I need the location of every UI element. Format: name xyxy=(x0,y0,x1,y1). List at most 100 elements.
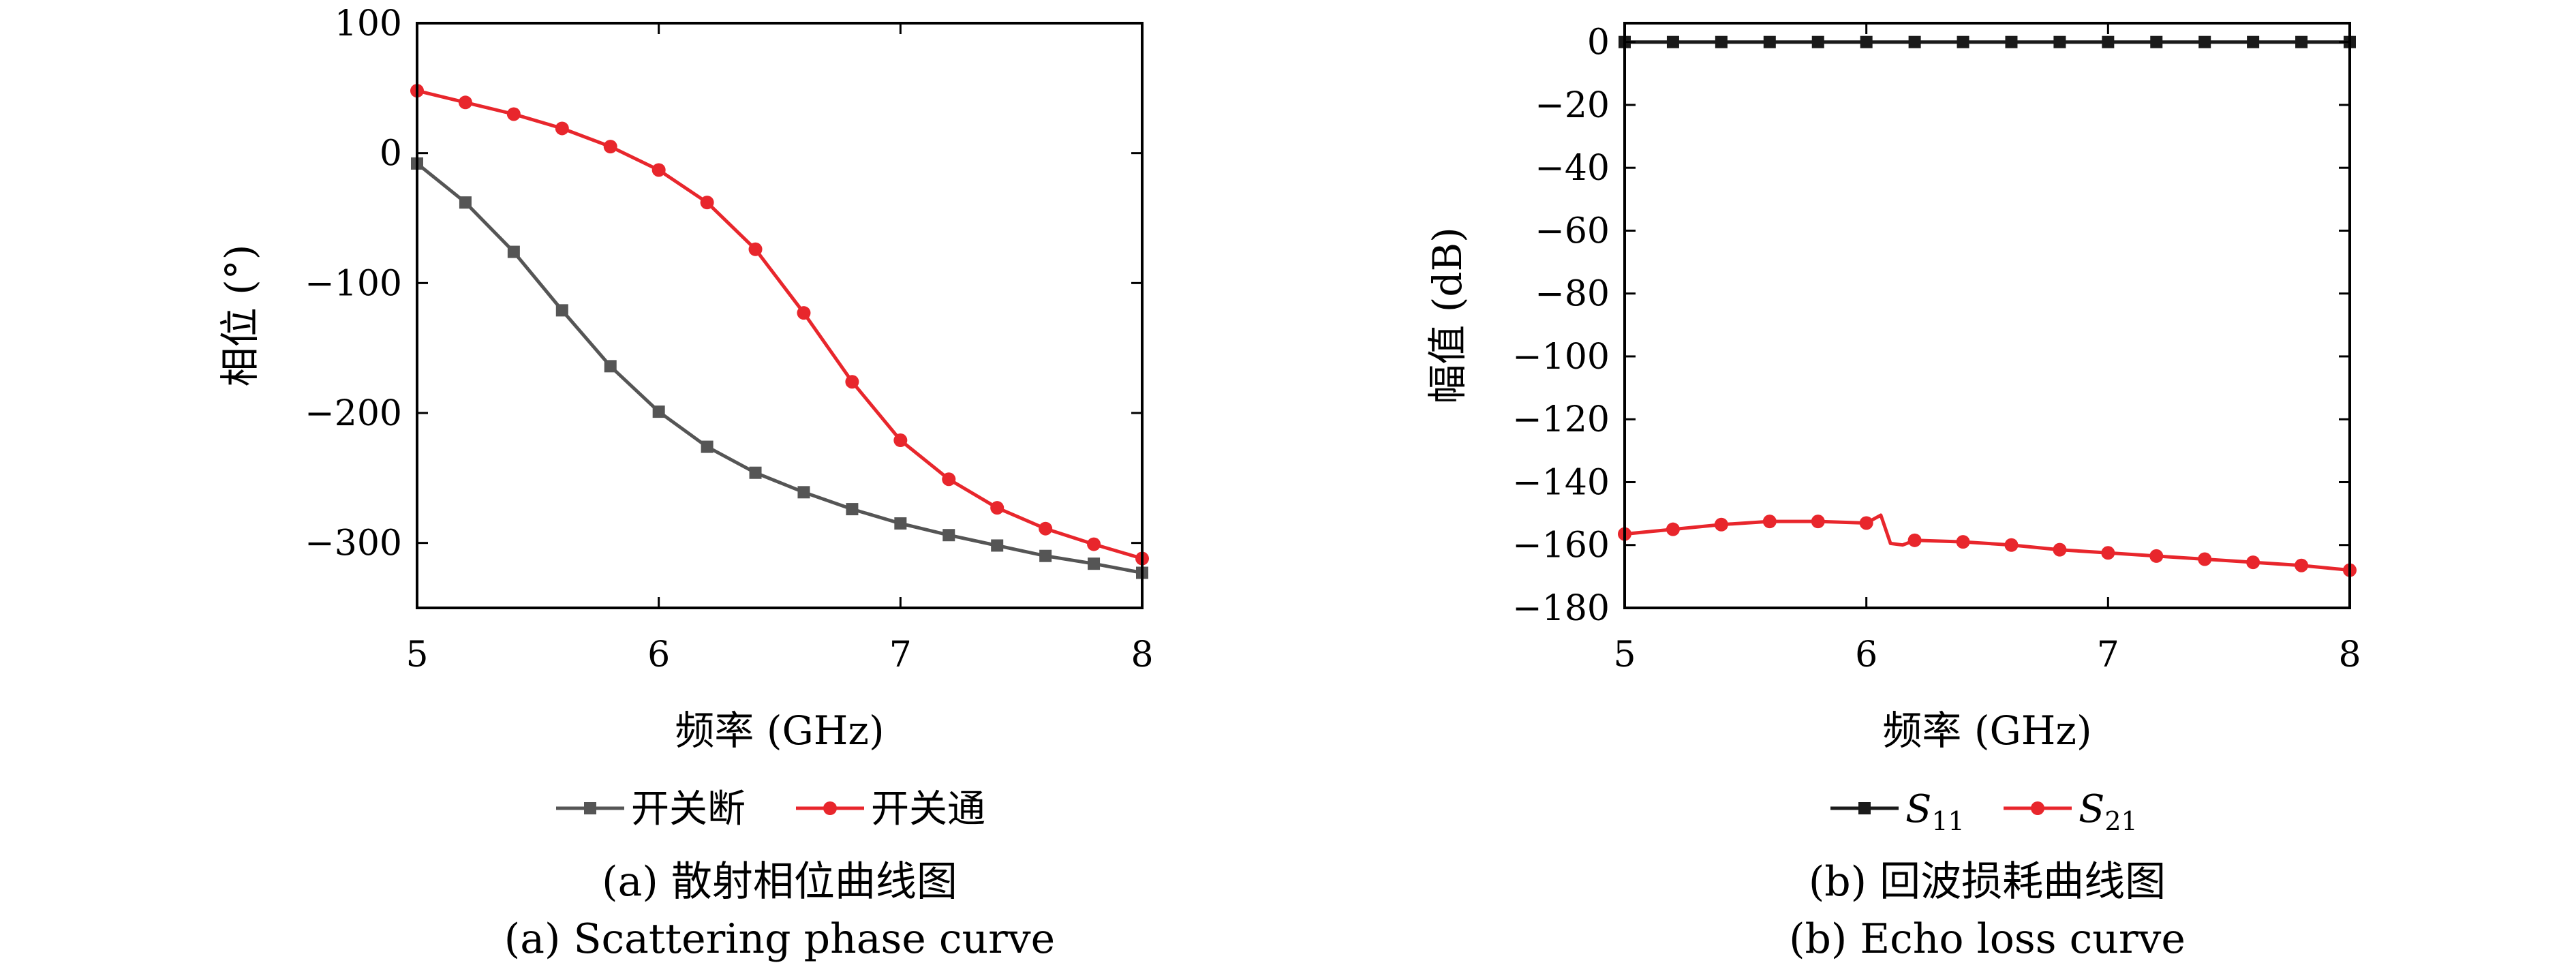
b-y-tick-label: 0 xyxy=(1587,22,1610,63)
b-legend-marker-1 xyxy=(2031,801,2044,815)
a-legend-marker-1 xyxy=(823,801,837,815)
a-x-tick-label: 8 xyxy=(1131,634,1153,675)
b-series-0-point xyxy=(1811,35,1824,48)
panel-a-legend: 开关断 开关通 xyxy=(556,787,985,831)
a-series-0-point xyxy=(797,486,810,499)
a-series-1-point xyxy=(651,163,666,177)
b-legend-label-0: S11 xyxy=(1905,787,1965,836)
b-series-0-point xyxy=(1908,35,1921,48)
a-series-0-point xyxy=(942,529,955,542)
b-series-1-point xyxy=(1762,515,1777,529)
b-series-1-point xyxy=(1811,515,1825,529)
b-series-0-point xyxy=(2053,35,2066,48)
b-series-1-point xyxy=(2149,549,2164,563)
a-series-0-point xyxy=(459,196,472,209)
b-y-tick-label: −20 xyxy=(1535,85,1610,126)
b-series-1-point xyxy=(2198,552,2212,566)
b-series-1-point xyxy=(1714,517,1728,532)
b-series-1-point xyxy=(2004,538,2019,552)
a-series-1-point xyxy=(845,375,859,389)
b-series-0-point xyxy=(1860,35,1873,48)
b-series-0-point xyxy=(2102,35,2115,48)
a-legend-marker-0 xyxy=(584,802,596,814)
a-x-tick-label: 6 xyxy=(647,634,670,675)
a-legend-label-0: 开关断 xyxy=(631,787,746,831)
a-series-1-point xyxy=(700,196,714,210)
panel-b-caption-chinese: (b) 回波损耗曲线图 xyxy=(1809,858,2166,906)
panel-a-caption-chinese: (a) 散射相位曲线图 xyxy=(602,858,957,906)
a-series-0-point xyxy=(991,539,1004,552)
a-series-1-point xyxy=(748,242,763,256)
a-y-tick-label: −300 xyxy=(305,523,402,564)
a-series-1-point xyxy=(893,433,908,448)
panel-a-phase-chart: 5 6 7 8 100 0 −100 −200 −300 频率 (GHz) 相位 (°) 开关断… xyxy=(217,3,1154,963)
b-y-tick-label: −120 xyxy=(1512,399,1610,440)
b-series-1-point xyxy=(1956,535,1970,549)
a-legend-label-1: 开关通 xyxy=(871,787,985,831)
b-series-0-point xyxy=(2150,35,2163,48)
a-series-1-point xyxy=(942,472,956,487)
b-y-tick-label: −40 xyxy=(1535,148,1610,189)
panel-b-legend: S11 S21 xyxy=(1830,787,2138,836)
b-series-line-1 xyxy=(1624,513,2350,572)
b-x-tick-label: 8 xyxy=(2338,634,2361,675)
a-x-tick-label: 5 xyxy=(405,634,428,675)
b-series-0-point xyxy=(2005,35,2018,48)
b-y-tick-label: −100 xyxy=(1512,337,1610,378)
panel-b-x-axis-label: 频率 (GHz) xyxy=(1882,707,2091,754)
panel-a-plot-frame xyxy=(416,22,1144,609)
b-series-0-point xyxy=(2198,35,2211,48)
b-series-1-point xyxy=(2053,542,2067,557)
a-series-1-point xyxy=(797,306,811,320)
a-y-tick-label: −100 xyxy=(305,263,402,304)
b-series-1-point xyxy=(1859,516,1873,530)
panel-a-y-axis-label: 相位 (°) xyxy=(217,245,263,387)
a-series-0-point xyxy=(652,405,665,418)
panel-b-plot-frame xyxy=(1623,22,2351,609)
b-series-0-point xyxy=(2295,35,2308,48)
a-series-0-point xyxy=(507,245,520,258)
b-legend-label-1: S21 xyxy=(2079,787,2138,836)
a-y-tick-label: 100 xyxy=(335,3,402,44)
b-series-0-point xyxy=(1763,35,1776,48)
panel-b-loss-chart: 5 6 7 8 0 −20 −40 −60 −80 −100 −120 −140 −160 −180 频率… xyxy=(1424,22,2361,963)
b-series-1-point xyxy=(2295,558,2309,572)
a-series-0-point xyxy=(701,440,714,453)
a-series-1-point xyxy=(1039,521,1053,536)
panel-b-caption-english: (b) Echo loss curve xyxy=(1789,915,2186,963)
a-series-0-point xyxy=(1039,549,1052,562)
a-y-tick-label: 0 xyxy=(380,134,402,174)
a-series-0-point xyxy=(555,304,568,317)
a-series-line-0 xyxy=(416,162,1143,575)
a-series-0-point xyxy=(1088,557,1101,570)
panel-a-x-axis-label: 频率 (GHz) xyxy=(675,707,884,754)
a-series-1-point xyxy=(458,95,472,110)
b-y-tick-label: −160 xyxy=(1512,525,1610,566)
b-series-0-point xyxy=(1715,35,1728,48)
a-series-1-point xyxy=(555,121,569,136)
b-x-tick-label: 7 xyxy=(2097,634,2119,675)
panel-a-caption-english: (a) Scattering phase curve xyxy=(504,915,1055,963)
a-series-0-point xyxy=(894,517,907,530)
b-series-1-point xyxy=(2101,546,2115,560)
b-x-tick-label: 6 xyxy=(1855,634,1877,675)
b-series-0-point xyxy=(1666,35,1679,48)
b-x-tick-label: 5 xyxy=(1613,634,1636,675)
b-series-1-point xyxy=(1666,522,1680,536)
b-y-tick-label: −60 xyxy=(1535,211,1610,251)
a-series-1-point xyxy=(603,140,617,154)
b-y-tick-label: −140 xyxy=(1512,462,1610,503)
b-y-tick-label: −80 xyxy=(1535,274,1610,315)
a-series-line-1 xyxy=(416,89,1143,560)
b-series-0-point xyxy=(2247,35,2260,48)
b-y-tick-label: −180 xyxy=(1512,588,1610,629)
a-series-1-point xyxy=(990,501,1005,515)
a-series-1-point xyxy=(1087,537,1101,551)
b-series-0-point xyxy=(1957,35,1969,48)
panel-b-y-axis-label: 幅值 (dB) xyxy=(1424,227,1471,403)
a-y-tick-label: −200 xyxy=(305,393,402,434)
a-series-0-point xyxy=(604,360,617,373)
b-legend-marker-0 xyxy=(1858,802,1871,814)
a-series-0-point xyxy=(749,466,762,479)
